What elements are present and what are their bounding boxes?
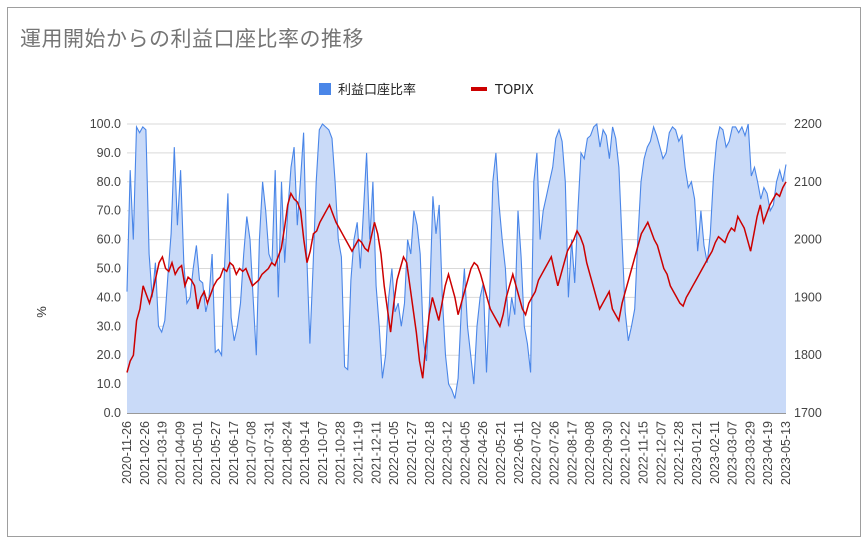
x-tick-label: 2022-12-07 bbox=[654, 421, 668, 485]
legend-swatch-ratio bbox=[319, 83, 331, 95]
topix-series bbox=[126, 181, 787, 379]
x-tick-label: 2022-10-22 bbox=[619, 421, 633, 485]
x-tick-label: 2023-03-07 bbox=[726, 421, 740, 485]
x-tick-label: 2021-02-26 bbox=[138, 421, 152, 485]
left-tick-label: 100.0 bbox=[90, 117, 121, 131]
legend: 利益口座比率 TOPIX bbox=[319, 82, 534, 98]
x-tick-label: 2022-01-27 bbox=[405, 421, 419, 485]
right-tick-label: 2200 bbox=[794, 117, 822, 131]
x-tick-label: 2023-05-13 bbox=[779, 421, 793, 485]
x-tick-label: 2022-09-08 bbox=[583, 421, 597, 485]
left-tick-label: 90.0 bbox=[97, 146, 121, 160]
x-tick-label: 2021-03-19 bbox=[156, 421, 170, 485]
ratio-line bbox=[126, 122, 787, 399]
x-tick-label: 2023-04-19 bbox=[761, 421, 775, 485]
x-tick-label: 2022-12-28 bbox=[672, 421, 686, 485]
left-tick-label: 60.0 bbox=[97, 233, 121, 247]
legend-label-ratio: 利益口座比率 bbox=[338, 82, 416, 98]
x-tick-label: 2021-06-17 bbox=[227, 421, 241, 485]
left-tick-label: 70.0 bbox=[97, 204, 121, 218]
x-tick-label: 2021-11-19 bbox=[352, 421, 366, 484]
x-tick-label: 2021-07-08 bbox=[245, 421, 259, 485]
legend-swatch-topix bbox=[471, 87, 487, 91]
left-tick-label: 50.0 bbox=[97, 262, 121, 276]
left-tick-label: 30.0 bbox=[97, 319, 121, 333]
x-tick-label: 2021-07-31 bbox=[262, 421, 276, 485]
x-tick-label: 2023-02-11 bbox=[708, 421, 722, 484]
x-tick-label: 2021-10-07 bbox=[316, 421, 330, 485]
x-tick-label: 2022-11-15 bbox=[637, 421, 651, 484]
left-tick-label: 20.0 bbox=[97, 348, 121, 362]
chart-title: 運用開始からの利益口座比率の推移 bbox=[20, 27, 364, 51]
x-tick-label: 2022-07-02 bbox=[530, 421, 544, 485]
x-tick-label: 2021-09-14 bbox=[298, 421, 312, 485]
left-tick-label: 80.0 bbox=[97, 175, 121, 189]
x-tick-label: 2022-04-05 bbox=[458, 421, 472, 485]
x-tick-label: 2022-02-18 bbox=[423, 421, 437, 485]
x-tick-label: 2021-08-24 bbox=[280, 421, 294, 485]
x-tick-label: 2022-06-11 bbox=[512, 421, 526, 484]
y-axis-label: % bbox=[34, 306, 49, 318]
right-tick-label: 1900 bbox=[794, 290, 822, 304]
x-tick-label: 2022-07-26 bbox=[547, 421, 561, 485]
x-tick-label: 2020-11-26 bbox=[120, 421, 134, 484]
right-tick-label: 2000 bbox=[794, 233, 822, 247]
right-tick-label: 2100 bbox=[794, 175, 822, 189]
legend-label-topix: TOPIX bbox=[494, 83, 534, 98]
x-tick-label: 2021-05-01 bbox=[191, 421, 205, 485]
x-tick-label: 2022-03-12 bbox=[441, 421, 455, 485]
x-tick-label: 2022-01-05 bbox=[387, 421, 401, 485]
x-tick-label: 2021-12-11 bbox=[369, 421, 383, 484]
x-tick-label: 2023-01-21 bbox=[690, 421, 704, 485]
x-tick-label: 2021-10-28 bbox=[334, 421, 348, 485]
axes: 100.0 90.0 80.0 70.0 60.0 50.0 40.0 30.0 20.0 10.… bbox=[34, 117, 822, 485]
right-tick-label: 1700 bbox=[794, 406, 822, 420]
x-tick-label: 2022-09-30 bbox=[601, 421, 615, 485]
left-tick-label: 40.0 bbox=[97, 290, 121, 304]
x-tick-label: 2022-08-17 bbox=[565, 421, 579, 485]
x-tick-label: 2022-04-26 bbox=[476, 421, 490, 485]
x-tick-label: 2021-05-27 bbox=[209, 421, 223, 485]
left-tick-label: 10.0 bbox=[97, 377, 121, 391]
x-tick-label: 2022-05-21 bbox=[494, 421, 508, 485]
x-tick-label: 2021-04-09 bbox=[173, 421, 187, 485]
x-tick-label: 2023-03-29 bbox=[743, 421, 757, 485]
right-tick-label: 1800 bbox=[794, 348, 822, 362]
topix-line bbox=[126, 181, 787, 379]
left-tick-label: 0.0 bbox=[104, 406, 121, 420]
